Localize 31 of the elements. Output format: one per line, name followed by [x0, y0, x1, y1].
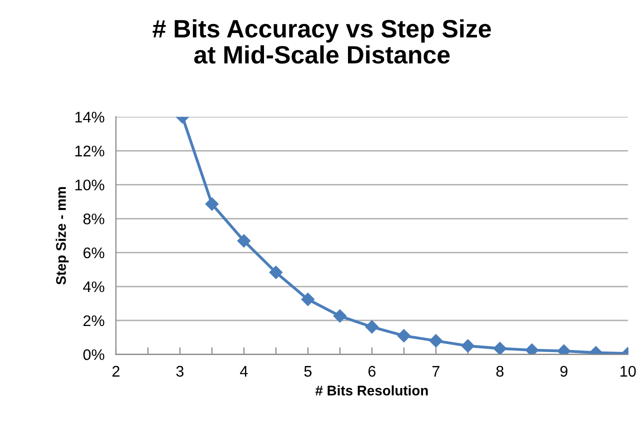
point [301, 292, 314, 306]
point [461, 339, 474, 352]
point [525, 344, 538, 354]
point [269, 266, 282, 280]
x-tick-label: 2 [112, 366, 120, 377]
x-tick-label: 5 [304, 366, 312, 377]
x-tick-label: 3 [176, 366, 184, 377]
y-tick-label: 4% [83, 281, 104, 292]
point [493, 342, 506, 354]
y-tick-label: 6% [84, 247, 104, 258]
point [429, 334, 442, 348]
x-tick-label: 10 [620, 366, 636, 377]
x-axis-title: # Bits Resolution [315, 385, 428, 396]
x-tick-label: 8 [496, 366, 504, 377]
y-axis-title: Step Size - mm [56, 187, 69, 285]
x-tick-label: 9 [560, 366, 568, 377]
point [205, 197, 219, 211]
y-tick-label: 10% [75, 180, 104, 190]
chart-title: # Bits Accuracy vs Step Size at Mid-Scale Distance [152, 19, 491, 64]
y-tick-label: 8% [83, 214, 104, 224]
point [237, 234, 251, 248]
point [397, 329, 410, 342]
y-tick-label: 0% [83, 349, 104, 360]
point [365, 320, 378, 334]
y-tick-label: 12% [75, 146, 104, 156]
x-tick-label: 7 [432, 366, 440, 377]
y-tick-label: 14% [75, 112, 104, 122]
point [333, 309, 346, 323]
x-tick-label: 6 [368, 366, 376, 377]
x-tick-label: 4 [240, 366, 248, 377]
y-tick-label: 2% [83, 315, 104, 326]
